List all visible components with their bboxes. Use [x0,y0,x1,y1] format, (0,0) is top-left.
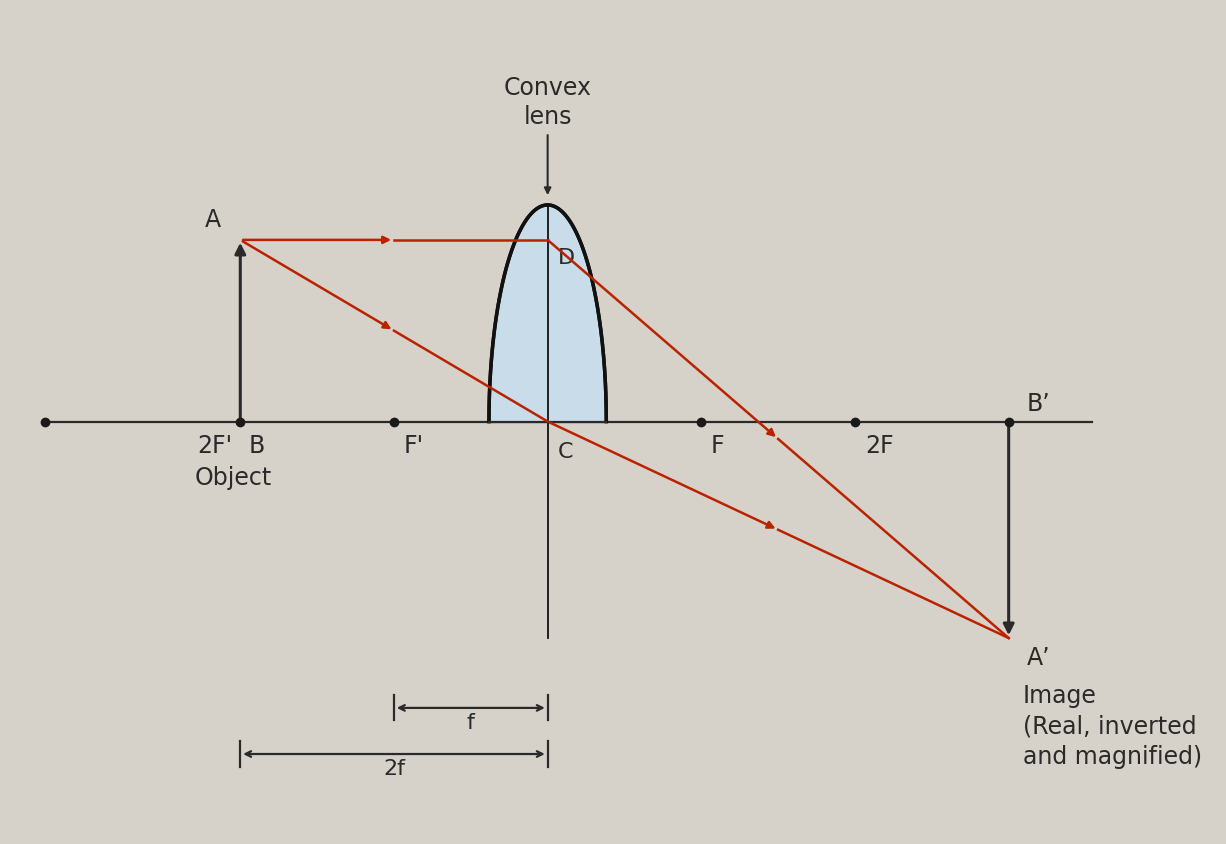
Text: 2F: 2F [864,434,894,457]
Text: C: C [558,441,573,462]
Polygon shape [489,206,607,422]
Text: Object: Object [195,466,272,490]
Text: F: F [711,434,725,457]
Text: f: f [467,712,474,733]
Text: 2f: 2f [383,758,405,778]
Text: B’: B’ [1027,392,1051,416]
Text: D: D [558,247,575,268]
Text: 2F': 2F' [197,434,232,457]
Text: B: B [249,434,265,457]
Text: A’: A’ [1027,646,1051,669]
Text: F': F' [403,434,424,457]
Text: Convex
lens: Convex lens [504,76,592,129]
Text: A: A [205,208,221,232]
Text: Image
(Real, inverted
and magnified): Image (Real, inverted and magnified) [1022,683,1201,768]
